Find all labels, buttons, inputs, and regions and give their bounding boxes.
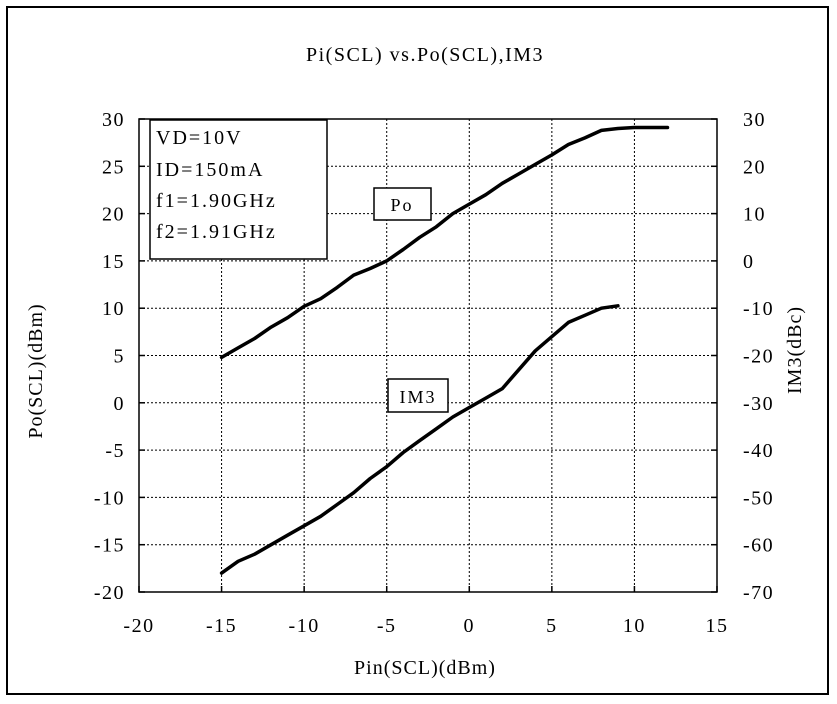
y-tick-label: -5 <box>105 440 125 462</box>
parameter-box: VD=10V ID=150mA f1=1.90GHz f2=1.91GHz <box>149 119 328 260</box>
im3-label: IM3 <box>387 378 449 413</box>
po-label-text: Po <box>390 195 413 215</box>
po-label-box <box>373 187 432 221</box>
y-axis-label: Po(SCL)(dBm) <box>25 303 47 438</box>
tick-labels: -20 -15 -10 -5 0 5 10 15-20-15-10-5051015202530… <box>94 109 774 637</box>
x-tick-label: -10 <box>289 615 320 637</box>
y-tick-label: 30 <box>102 109 125 131</box>
im3-label-box <box>387 378 449 413</box>
y2-tick-label: 30 <box>743 109 766 131</box>
y2-tick-label: -70 <box>743 582 774 604</box>
y2-tick-label: 10 <box>743 204 766 226</box>
annotation-vd: VD=10V <box>156 127 243 149</box>
y-tick-label: 0 <box>114 393 126 415</box>
po-label: Po <box>373 187 432 221</box>
y-tick-label: -15 <box>94 535 125 557</box>
chart-title: Pi(SCL) vs.Po(SCL),IM3 <box>306 44 544 66</box>
chart-frame: Pi(SCL) vs.Po(SCL),IM3 -20 -15 -10 -5 0 5 10 15… <box>6 6 829 695</box>
x-tick-label: 0 <box>464 615 476 637</box>
y2-axis-label: IM3(dBc) <box>784 306 806 394</box>
y-tick-label: -20 <box>94 582 125 604</box>
x-tick-label: -15 <box>206 615 237 637</box>
annotation-f2: f2=1.91GHz <box>156 221 277 243</box>
series-line-im3 <box>219 304 620 575</box>
plot-area <box>138 118 718 593</box>
y2-tick-label: -20 <box>743 346 774 368</box>
y-tick-label: 20 <box>102 204 125 226</box>
x-tick-label: 5 <box>546 615 558 637</box>
y2-tick-label: -60 <box>743 535 774 557</box>
y2-tick-label: -40 <box>743 440 774 462</box>
y-tick-label: 25 <box>102 156 125 178</box>
x-axis-label: Pin(SCL)(dBm) <box>354 657 496 679</box>
chart-svg: Pi(SCL) vs.Po(SCL),IM3 -20 -15 -10 -5 0 5 10 15… <box>25 44 806 679</box>
x-tick-label: -5 <box>377 615 397 637</box>
y-tick-label: -10 <box>94 487 125 509</box>
x-tick-label: 15 <box>706 615 729 637</box>
x-tick-label: 10 <box>623 615 646 637</box>
y-tick-label: 10 <box>102 298 125 320</box>
parameter-box-border <box>149 119 328 260</box>
y2-tick-label: -10 <box>743 298 774 320</box>
y2-tick-label: 20 <box>743 156 766 178</box>
series-lines <box>219 125 670 575</box>
series-line-po <box>219 125 670 360</box>
y2-tick-label: 0 <box>743 251 755 273</box>
annotation-id: ID=150mA <box>156 159 264 181</box>
im3-label-text: IM3 <box>400 387 437 407</box>
y-tick-label: 15 <box>102 251 125 273</box>
annotation-f1: f1=1.90GHz <box>156 190 277 212</box>
y-tick-label: 5 <box>114 346 126 368</box>
x-tick-label: -20 <box>123 615 154 637</box>
y2-tick-label: -30 <box>743 393 774 415</box>
y2-tick-label: -50 <box>743 487 774 509</box>
